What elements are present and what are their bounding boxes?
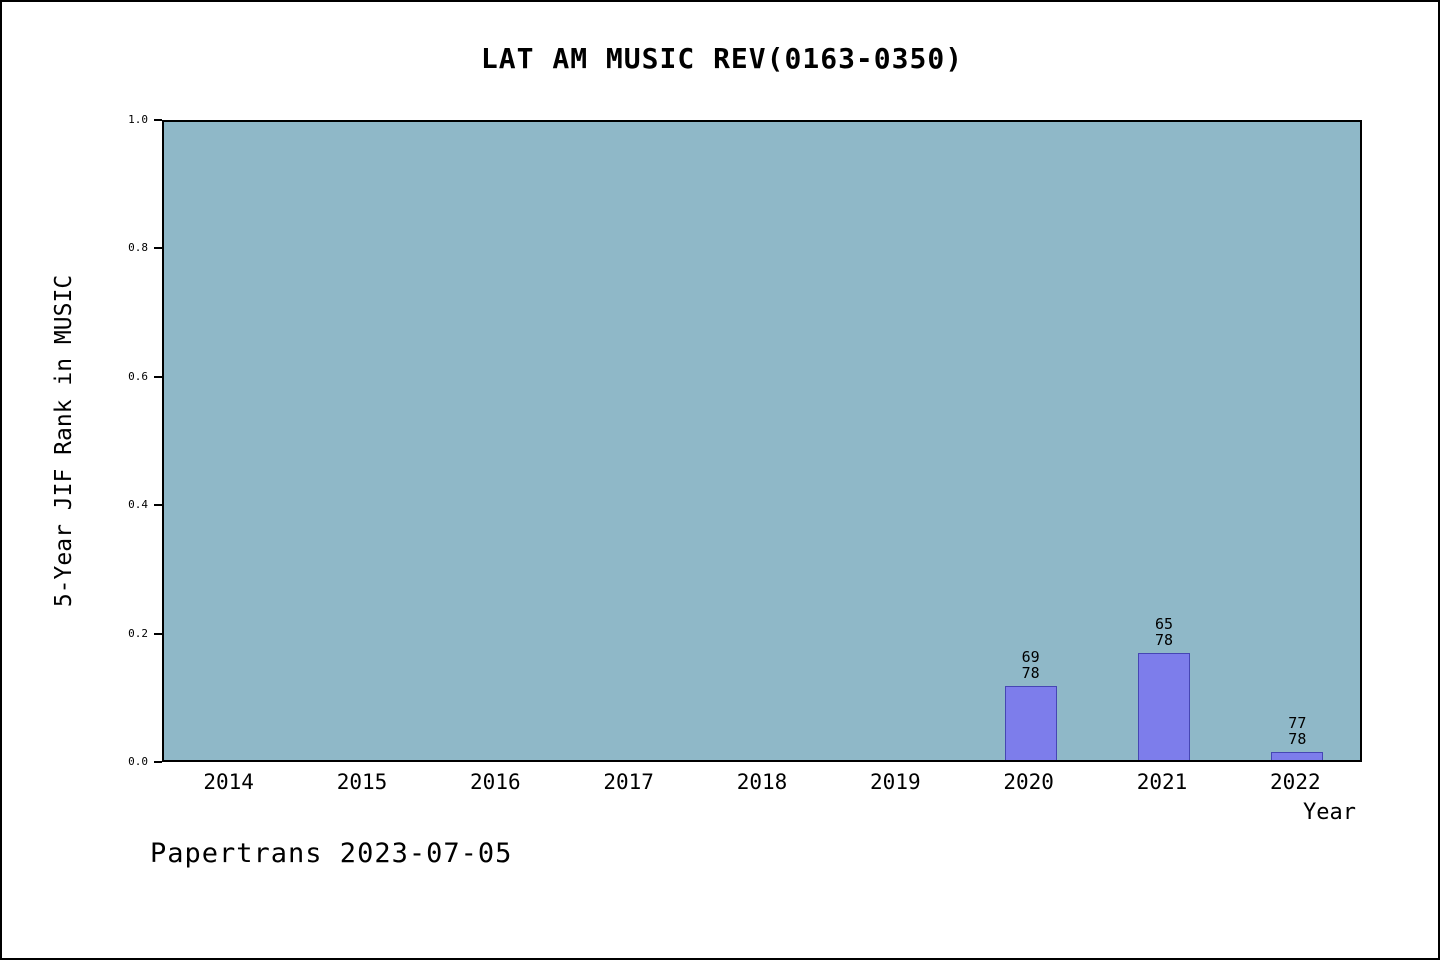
y-tick-mark-1.0 [154,119,162,121]
x-tick-label-2014: 2014 [203,770,254,794]
x-tick-label-2018: 2018 [736,770,788,794]
y-tick-label-0.0: 0.0 [128,755,148,768]
y-tick-label-0.4: 0.4 [128,498,148,512]
y-tick-mark-0.2 [154,632,162,635]
x-tick-label-2016: 2016 [470,770,521,794]
bar-2022 [1271,751,1324,760]
x-tick-label-2020: 2020 [1003,770,1054,794]
x-axis-label: Year [1303,800,1356,825]
y-axis-label: 5-Year JIF Rank in MUSIC [51,274,77,608]
bar-label-2020: 69 78 [1021,648,1040,683]
watermark-text: Papertrans 2023-07-05 [150,838,513,869]
y-tick-mark-0.6 [154,375,162,378]
y-tick-label-0.6: 0.6 [128,369,148,383]
bar-2020 [1004,686,1057,760]
y-tick-label-0.2: 0.2 [128,626,148,640]
bar-label-2022: 77 78 [1288,713,1307,748]
y-tick-label-1.0: 1.0 [128,113,148,126]
y-tick-mark-0.0 [154,761,162,763]
x-tick-label-2017: 2017 [603,770,654,794]
plot-area: 69 78 65 78 77 78 [162,120,1362,762]
chart-title: LAT AM MUSIC REV(0163-0350) [480,42,964,75]
bar-2021 [1138,652,1190,760]
x-tick-label-2022: 2022 [1270,770,1321,794]
y-tick-mark-0.4 [154,504,162,507]
y-tick-label-0.8: 0.8 [128,241,148,255]
x-tick-label-2021: 2021 [1136,770,1188,794]
bar-label-2021: 65 78 [1154,614,1174,649]
y-tick-mark-0.8 [154,247,162,250]
x-tick-label-2015: 2015 [336,770,388,794]
x-tick-label-2019: 2019 [870,770,921,794]
